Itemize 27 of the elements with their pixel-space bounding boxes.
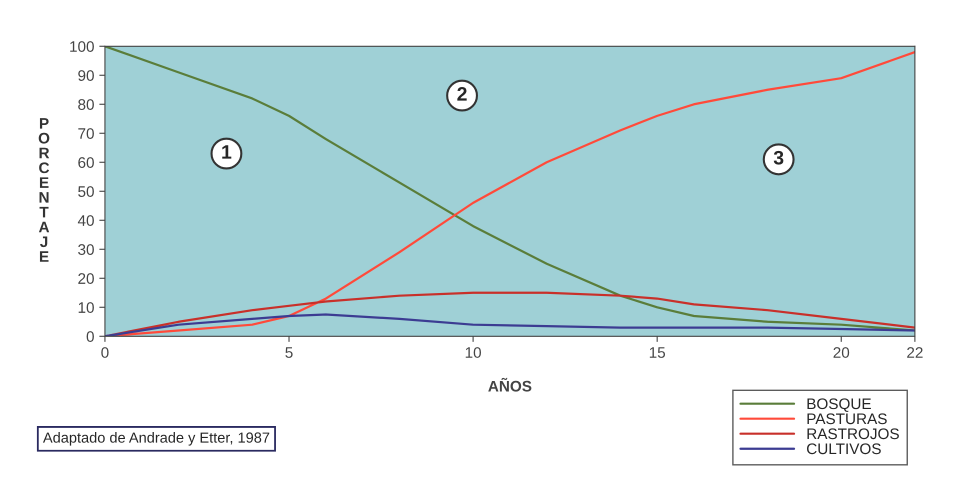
legend-label: RASTROJOS [807,428,899,440]
text: Adaptado de Andrade y Etter, 1987 [42,432,270,446]
y-tick-label: 90 [78,70,94,81]
annotation: 1 [222,145,232,159]
y-tick-label: 100 [70,41,94,52]
y-tick-label: 20 [78,273,94,284]
x-tick-label: 22 [907,347,923,358]
y-tick-label: 30 [78,244,94,255]
y-tick-label: 40 [78,215,94,226]
legend-label: BOSQUE [807,398,871,412]
annotation: 3 [774,150,784,165]
y-tick-label: 80 [78,99,94,110]
legend-label: PASTURAS [807,413,887,424]
x-tick-label: 0 [101,347,109,358]
y-tick-label: 10 [78,302,94,313]
y-tick-label: 60 [78,157,94,168]
annotation: 2 [457,87,467,101]
x-tick-label: 5 [285,347,293,358]
legend-label: CULTIVOS [807,443,881,454]
x-tick-label: 20 [834,347,850,358]
y-tick-label: 50 [78,186,94,197]
x-tick-label: 15 [650,347,666,358]
y-tick-label: 0 [86,331,94,342]
x-tick-label: 10 [466,347,481,358]
x-axis-title: AÑOS [488,378,532,392]
y-tick-label: 70 [78,128,94,139]
text: PORCENTAJE [38,118,50,262]
